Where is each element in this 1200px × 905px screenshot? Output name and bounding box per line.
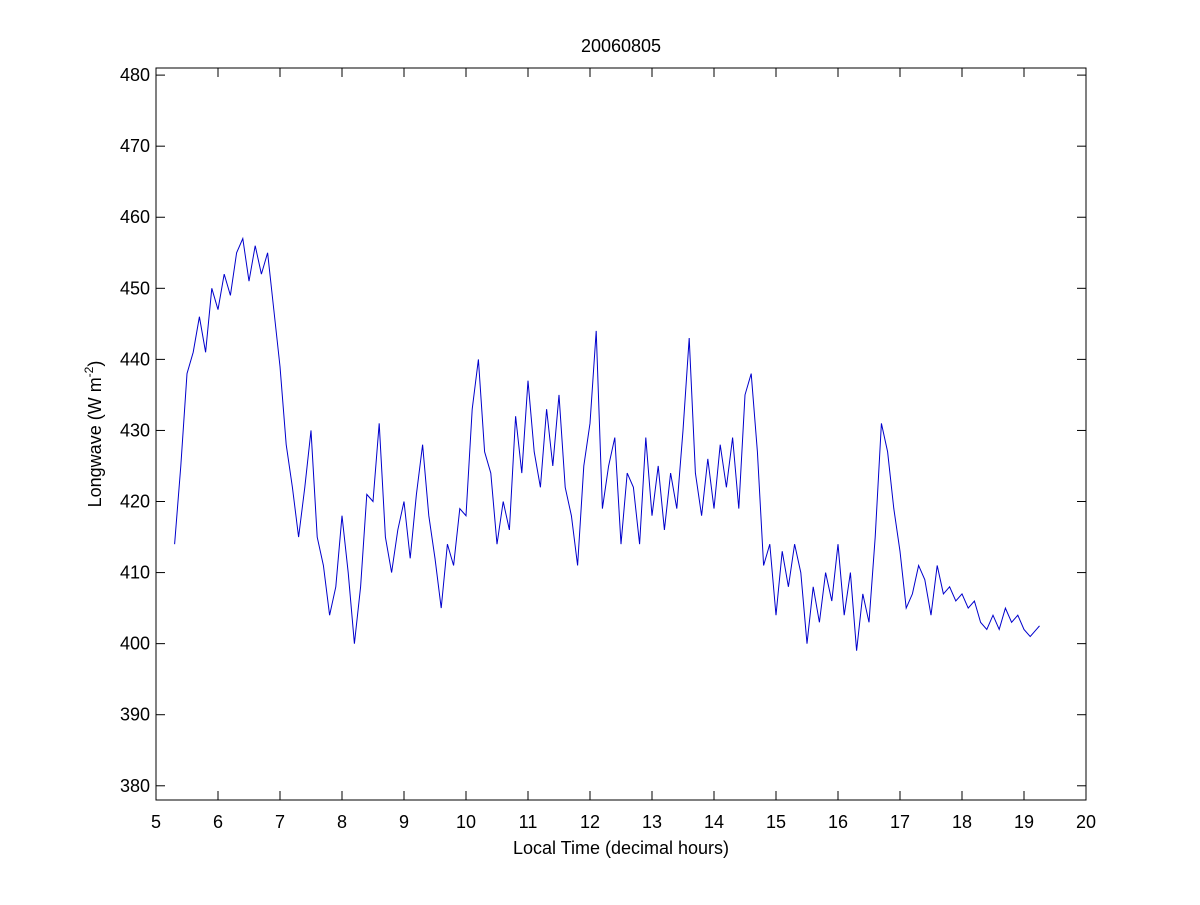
- x-tick-label: 12: [580, 812, 600, 832]
- y-tick-label: 470: [120, 136, 150, 156]
- x-tick-label: 18: [952, 812, 972, 832]
- x-tick-label: 13: [642, 812, 662, 832]
- y-label-text: Longwave (W m: [85, 377, 105, 507]
- x-tick-label: 14: [704, 812, 724, 832]
- chart-title: 20060805: [581, 36, 661, 56]
- y-tick-label: 390: [120, 705, 150, 725]
- x-tick-label: 17: [890, 812, 910, 832]
- x-tick-label: 6: [213, 812, 223, 832]
- y-tick-label: 430: [120, 420, 150, 440]
- x-tick-label: 15: [766, 812, 786, 832]
- y-tick-label: 480: [120, 65, 150, 85]
- x-tick-label: 10: [456, 812, 476, 832]
- x-tick-label: 7: [275, 812, 285, 832]
- y-tick-label: 440: [120, 349, 150, 369]
- x-tick-label: 20: [1076, 812, 1096, 832]
- x-tick-label: 8: [337, 812, 347, 832]
- y-axis-label: Longwave (W m-2): [82, 361, 105, 508]
- x-tick-label: 19: [1014, 812, 1034, 832]
- y-tick-label: 410: [120, 563, 150, 583]
- x-tick-label: 9: [399, 812, 409, 832]
- y-tick-label: 380: [120, 776, 150, 796]
- y-tick-label: 400: [120, 634, 150, 654]
- y-label-superscript: -2: [82, 366, 96, 377]
- y-tick-label: 420: [120, 492, 150, 512]
- plot-frame: [155, 67, 1087, 801]
- x-tick-label: 16: [828, 812, 848, 832]
- x-axis-label: Local Time (decimal hours): [513, 838, 729, 858]
- x-tick-label: 11: [519, 812, 538, 832]
- y-label-suffix: ): [85, 361, 105, 367]
- y-tick-label: 460: [120, 207, 150, 227]
- y-tick-label: 450: [120, 278, 150, 298]
- x-tick-label: 5: [151, 812, 161, 832]
- data-line: [174, 236, 1040, 651]
